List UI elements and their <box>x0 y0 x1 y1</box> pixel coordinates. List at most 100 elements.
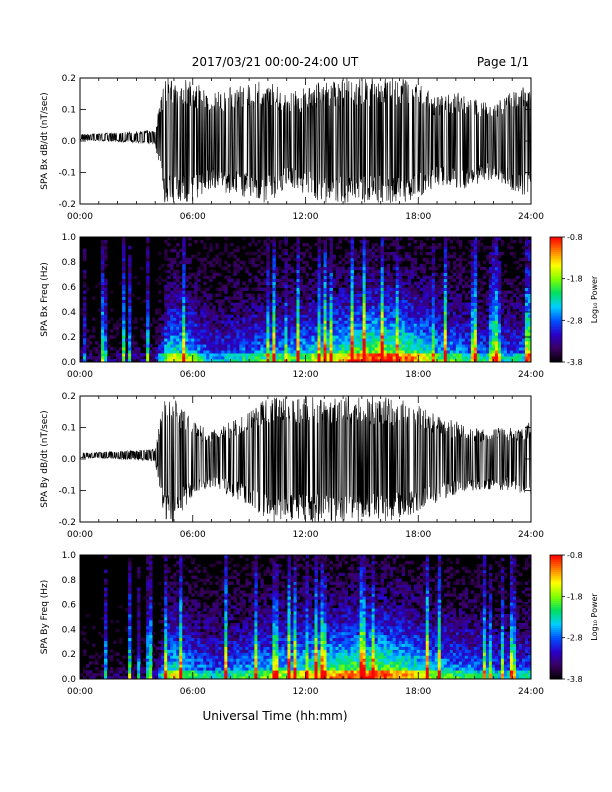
heatmap-cell <box>128 359 132 363</box>
heatmap-cell <box>518 317 523 321</box>
heatmap-cell <box>488 356 493 360</box>
heatmap-cell <box>497 254 502 259</box>
heatmap-cell <box>356 329 361 333</box>
heatmap-cell <box>470 299 475 303</box>
heatmap-cell <box>224 329 228 333</box>
heatmap-cell <box>290 335 294 339</box>
heatmap-cell <box>434 329 439 333</box>
heatmap-cell <box>137 622 141 627</box>
heatmap-cell <box>404 296 409 300</box>
heatmap-cell <box>320 350 324 354</box>
heatmap-cell <box>299 323 303 327</box>
heatmap-cell <box>377 302 382 306</box>
heatmap-cell <box>254 242 258 247</box>
heatmap-cell <box>326 257 330 262</box>
heatmap-cell <box>527 281 532 286</box>
heatmap-cell <box>404 317 409 321</box>
heatmap-cell <box>248 257 252 262</box>
heatmap-cell <box>488 272 493 277</box>
heatmap-cell <box>503 353 508 357</box>
heatmap-cell <box>173 296 177 300</box>
heatmap-cell <box>170 260 174 265</box>
heatmap-cell <box>476 260 481 265</box>
colorbar-step <box>550 339 562 342</box>
heatmap-cell <box>260 317 264 321</box>
heatmap-cell <box>113 676 117 680</box>
heatmap-cell <box>350 323 355 327</box>
heatmap-cell <box>167 305 171 309</box>
heatmap-cell <box>224 290 228 294</box>
heatmap-cell <box>350 281 355 286</box>
heatmap-cell <box>398 275 403 280</box>
heatmap-cell <box>224 305 228 309</box>
heatmap-cell <box>305 353 309 357</box>
y-tick-label: 0.8 <box>62 258 77 268</box>
heatmap-cell <box>395 281 400 286</box>
heatmap-cell <box>122 314 126 318</box>
heatmap-cell <box>188 275 192 280</box>
heatmap-cell <box>257 314 261 318</box>
heatmap-cell <box>128 572 132 577</box>
heatmap-cell <box>506 350 511 354</box>
heatmap-cell <box>170 356 174 360</box>
heatmap-cell <box>323 296 327 300</box>
heatmap-cell <box>146 356 150 360</box>
heatmap-cell <box>233 332 237 336</box>
heatmap-cell <box>164 284 168 288</box>
heatmap-cell <box>437 323 442 327</box>
heatmap-cell <box>110 353 114 357</box>
heatmap-cell <box>104 581 108 585</box>
heatmap-cell <box>524 347 529 351</box>
heatmap-cell <box>368 281 373 286</box>
heatmap-cell <box>509 302 514 306</box>
heatmap-cell <box>485 341 490 345</box>
heatmap-cell <box>335 350 339 354</box>
heatmap-cell <box>476 317 481 321</box>
heatmap-cell <box>464 284 469 288</box>
heatmap-cell <box>491 284 496 288</box>
heatmap-cell <box>272 242 276 247</box>
heatmap-cell <box>308 287 312 291</box>
heatmap-cell <box>239 296 243 300</box>
heatmap-cell <box>467 356 472 360</box>
heatmap-cell <box>494 341 499 345</box>
heatmap-cell <box>365 326 370 330</box>
heatmap-cell <box>101 350 105 354</box>
heatmap-cell <box>278 299 282 303</box>
heatmap-cell <box>272 263 276 268</box>
heatmap-cell <box>386 263 391 268</box>
heatmap-cell <box>515 344 520 348</box>
heatmap-cell <box>494 305 499 309</box>
heatmap-cell <box>122 305 126 309</box>
heatmap-cell <box>383 287 388 291</box>
heatmap-cell <box>368 335 373 339</box>
heatmap-cell <box>329 350 333 354</box>
heatmap-cell <box>464 314 469 318</box>
heatmap-cell <box>311 308 315 312</box>
heatmap-cell <box>443 281 448 286</box>
heatmap-cell <box>266 314 270 318</box>
heatmap-cell <box>101 260 105 265</box>
heatmap-cell <box>146 251 150 256</box>
heatmap-cell <box>161 347 165 351</box>
series-trace <box>80 396 531 522</box>
heatmap-cell <box>119 347 123 351</box>
heatmap-cell <box>404 269 409 274</box>
heatmap-cell <box>338 344 342 348</box>
heatmap-cell <box>407 290 412 294</box>
heatmap-cell <box>470 308 475 312</box>
heatmap-cell <box>467 305 472 309</box>
heatmap-cell <box>191 344 195 348</box>
heatmap-cell <box>395 237 400 241</box>
heatmap-cell <box>212 305 216 309</box>
heatmap-cell <box>491 329 496 333</box>
heatmap-cell <box>434 281 439 286</box>
heatmap-cell <box>440 272 445 277</box>
heatmap-cell <box>461 284 466 288</box>
heatmap-cell <box>320 332 324 336</box>
heatmap-cell <box>371 245 376 250</box>
heatmap-cell <box>449 302 454 306</box>
heatmap-cell <box>164 257 168 262</box>
heatmap-cell <box>308 317 312 321</box>
heatmap-cell <box>128 269 132 274</box>
